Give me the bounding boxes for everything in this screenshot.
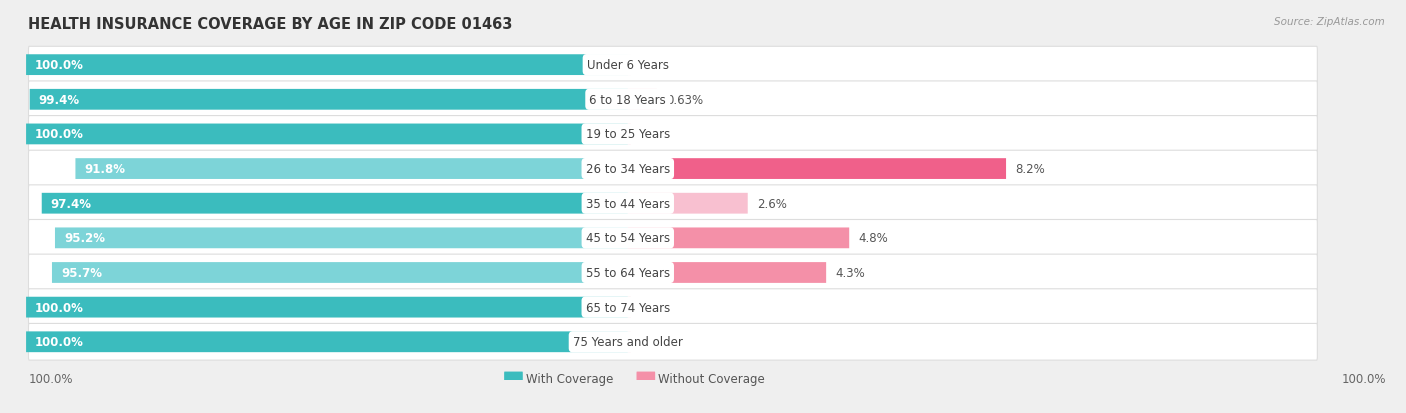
FancyBboxPatch shape	[628, 332, 631, 352]
Text: 0.0%: 0.0%	[640, 128, 669, 141]
FancyBboxPatch shape	[27, 332, 628, 352]
Text: 100.0%: 100.0%	[35, 301, 84, 314]
FancyBboxPatch shape	[628, 263, 827, 283]
FancyBboxPatch shape	[628, 90, 657, 110]
Text: 65 to 74 Years: 65 to 74 Years	[586, 301, 669, 314]
Text: HEALTH INSURANCE COVERAGE BY AGE IN ZIP CODE 01463: HEALTH INSURANCE COVERAGE BY AGE IN ZIP …	[28, 17, 513, 31]
Text: 95.7%: 95.7%	[60, 266, 103, 279]
Text: 95.2%: 95.2%	[65, 232, 105, 245]
Text: With Coverage: With Coverage	[526, 372, 613, 385]
Text: 100.0%: 100.0%	[35, 128, 84, 141]
FancyBboxPatch shape	[628, 228, 849, 249]
FancyBboxPatch shape	[628, 193, 748, 214]
Text: Source: ZipAtlas.com: Source: ZipAtlas.com	[1274, 17, 1385, 26]
Text: 4.3%: 4.3%	[835, 266, 865, 279]
FancyBboxPatch shape	[28, 324, 1317, 360]
FancyBboxPatch shape	[628, 297, 631, 318]
FancyBboxPatch shape	[28, 47, 1317, 84]
FancyBboxPatch shape	[28, 254, 1317, 291]
Text: 26 to 34 Years: 26 to 34 Years	[586, 163, 669, 176]
FancyBboxPatch shape	[628, 159, 1007, 180]
Text: 0.0%: 0.0%	[640, 335, 669, 349]
Text: 8.2%: 8.2%	[1015, 163, 1045, 176]
Text: 91.8%: 91.8%	[84, 163, 125, 176]
Text: 2.6%: 2.6%	[756, 197, 786, 210]
FancyBboxPatch shape	[28, 185, 1317, 222]
Text: 55 to 64 Years: 55 to 64 Years	[586, 266, 669, 279]
Text: 0.0%: 0.0%	[640, 59, 669, 72]
Text: 6 to 18 Years: 6 to 18 Years	[589, 94, 666, 107]
Text: 0.0%: 0.0%	[640, 301, 669, 314]
Text: 100.0%: 100.0%	[1341, 372, 1386, 385]
FancyBboxPatch shape	[628, 124, 631, 145]
Text: Without Coverage: Without Coverage	[658, 372, 765, 385]
FancyBboxPatch shape	[52, 263, 628, 283]
Text: 4.8%: 4.8%	[858, 232, 889, 245]
Text: 35 to 44 Years: 35 to 44 Years	[586, 197, 669, 210]
FancyBboxPatch shape	[27, 55, 628, 76]
Text: 75 Years and older: 75 Years and older	[572, 335, 683, 349]
FancyBboxPatch shape	[27, 124, 628, 145]
FancyBboxPatch shape	[28, 116, 1317, 153]
Text: 97.4%: 97.4%	[51, 197, 91, 210]
Text: 99.4%: 99.4%	[39, 94, 80, 107]
Text: Under 6 Years: Under 6 Years	[586, 59, 669, 72]
FancyBboxPatch shape	[30, 90, 628, 110]
Text: 100.0%: 100.0%	[30, 372, 73, 385]
FancyBboxPatch shape	[505, 372, 523, 385]
FancyBboxPatch shape	[28, 151, 1317, 188]
FancyBboxPatch shape	[27, 297, 628, 318]
FancyBboxPatch shape	[637, 372, 655, 385]
Text: 100.0%: 100.0%	[35, 335, 84, 349]
FancyBboxPatch shape	[28, 220, 1317, 256]
Text: 0.63%: 0.63%	[666, 94, 703, 107]
Text: 19 to 25 Years: 19 to 25 Years	[586, 128, 669, 141]
FancyBboxPatch shape	[55, 228, 628, 249]
FancyBboxPatch shape	[76, 159, 628, 180]
Text: 45 to 54 Years: 45 to 54 Years	[586, 232, 669, 245]
FancyBboxPatch shape	[628, 55, 631, 76]
FancyBboxPatch shape	[42, 193, 628, 214]
FancyBboxPatch shape	[28, 289, 1317, 326]
Text: 100.0%: 100.0%	[35, 59, 84, 72]
FancyBboxPatch shape	[28, 82, 1317, 119]
